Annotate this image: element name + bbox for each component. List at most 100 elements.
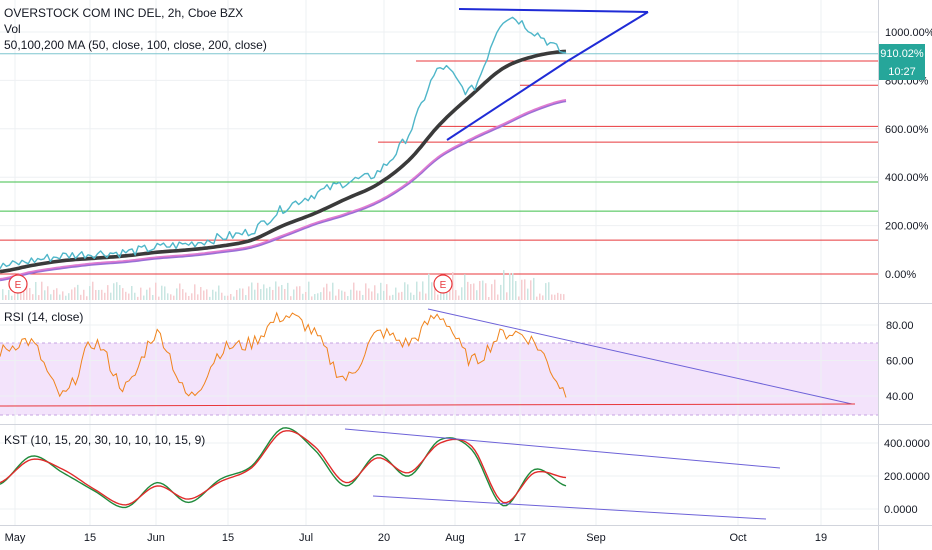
volume-bar (215, 291, 217, 300)
volume-bar (551, 294, 553, 300)
price-trendlines[interactable] (446, 8, 649, 141)
volume-bar (176, 288, 178, 300)
earnings-label: E (15, 280, 22, 291)
volume-bar (125, 291, 127, 300)
volume-bar (392, 294, 394, 300)
volume-bar (53, 289, 55, 300)
volume-bar (290, 296, 292, 300)
volume-bar (149, 287, 151, 300)
volume-bar (251, 282, 253, 300)
volume-bar (503, 270, 505, 300)
volume-bar (338, 289, 340, 300)
earnings-marker[interactable]: E (8, 274, 28, 294)
volume-bar (8, 289, 10, 300)
volume-bar (2, 289, 4, 300)
volume-bar (38, 295, 40, 300)
volume-bar (59, 294, 61, 300)
volume-bar (155, 282, 157, 300)
time-tick-label: Jul (299, 532, 313, 544)
volume-bar (263, 284, 265, 300)
kst-lower-trendline[interactable] (372, 495, 767, 520)
series-layer (0, 16, 567, 509)
volume-bar (257, 282, 259, 300)
volume-bar (287, 282, 289, 300)
volume-bar (404, 282, 406, 300)
volume-bar (101, 289, 103, 300)
volume-bar (212, 289, 214, 300)
volume-bar (98, 289, 100, 300)
volume-bar (317, 293, 319, 300)
chart-legend[interactable]: OVERSTOCK COM INC DEL, 2h, Cboe BZX Vol … (4, 6, 267, 52)
volume-bar (164, 286, 166, 300)
kst-legend[interactable]: KST (10, 15, 20, 30, 10, 10, 10, 15, 9) (4, 433, 206, 447)
volume-bar (230, 294, 232, 300)
series-kst (0, 427, 567, 509)
rsi-legend[interactable]: RSI (14, close) (4, 310, 84, 324)
time-tick-label: 20 (378, 532, 390, 544)
volume-bar (362, 294, 364, 300)
time-tick-label: Oct (729, 532, 746, 544)
volume-bar (476, 290, 478, 300)
volume-bar (86, 296, 88, 300)
ma-label[interactable]: 50,100,200 MA (50, close, 100, close, 20… (4, 38, 267, 52)
volume-bar (284, 288, 286, 300)
volume-bar (77, 284, 79, 300)
volume-bar (374, 285, 376, 300)
volume-bar (461, 287, 463, 300)
volume-bar (473, 283, 475, 300)
time-tick-label: Sep (586, 532, 606, 544)
series-rsi (0, 311, 567, 398)
kst-upper-trendline[interactable] (344, 428, 781, 469)
volume-bar (410, 292, 412, 300)
price-tick-label: 400.00% (885, 172, 929, 184)
volume-bar (182, 289, 184, 300)
rsi-tick-label: 80.00 (886, 320, 914, 332)
volume-bar (185, 292, 187, 300)
rsi-axis[interactable]: 80.00 60.00 40.00 (886, 320, 914, 403)
volume-bar (422, 281, 424, 300)
volume-bar (488, 296, 490, 300)
symbol-title[interactable]: OVERSTOCK COM INC DEL, 2h, Cboe BZX (4, 6, 244, 20)
volume-bar (266, 288, 268, 300)
volume-bar (134, 292, 136, 300)
volume-bar (35, 281, 37, 300)
volume-bar (308, 281, 310, 300)
volume-bar (542, 295, 544, 300)
volume-bar (407, 284, 409, 300)
volume-bar (68, 293, 70, 300)
volume-bar (467, 281, 469, 300)
volume-bar (347, 296, 349, 300)
volume-bar (464, 274, 466, 300)
volume-bar (188, 295, 190, 300)
volume-bar (545, 283, 547, 300)
volume-bar (377, 293, 379, 300)
volume-bar (236, 289, 238, 300)
volume-bar (314, 294, 316, 300)
volume-bar (395, 287, 397, 300)
rsi-trendline[interactable] (427, 308, 853, 405)
rsi-support-line[interactable] (0, 403, 856, 407)
volume-bar (104, 292, 106, 300)
volume-bar (536, 296, 538, 300)
volume-bar (272, 289, 274, 300)
volume-bar (245, 295, 247, 300)
volume-bar (158, 296, 160, 300)
series-ma200 (0, 99, 567, 282)
volume-bar (200, 287, 202, 300)
volume-bar (218, 285, 220, 300)
volume-bar (497, 294, 499, 300)
volume-bar (221, 292, 223, 300)
time-axis[interactable]: May 15 Jun 15 Jul 20 Aug 17 Sep Oct 19 (5, 532, 828, 544)
volume-bar (323, 287, 325, 300)
kst-pane[interactable] (0, 425, 878, 525)
volume-bar (356, 290, 358, 300)
price-levels (0, 53, 878, 275)
volume-bar (227, 295, 229, 300)
kst-axis[interactable]: 400.0000 200.0000 0.0000 (884, 438, 930, 516)
volume-bar (449, 284, 451, 300)
volume-label[interactable]: Vol (4, 22, 21, 36)
volume-bar (167, 293, 169, 300)
earnings-marker[interactable]: E (433, 274, 453, 294)
volume-bar (341, 290, 343, 300)
